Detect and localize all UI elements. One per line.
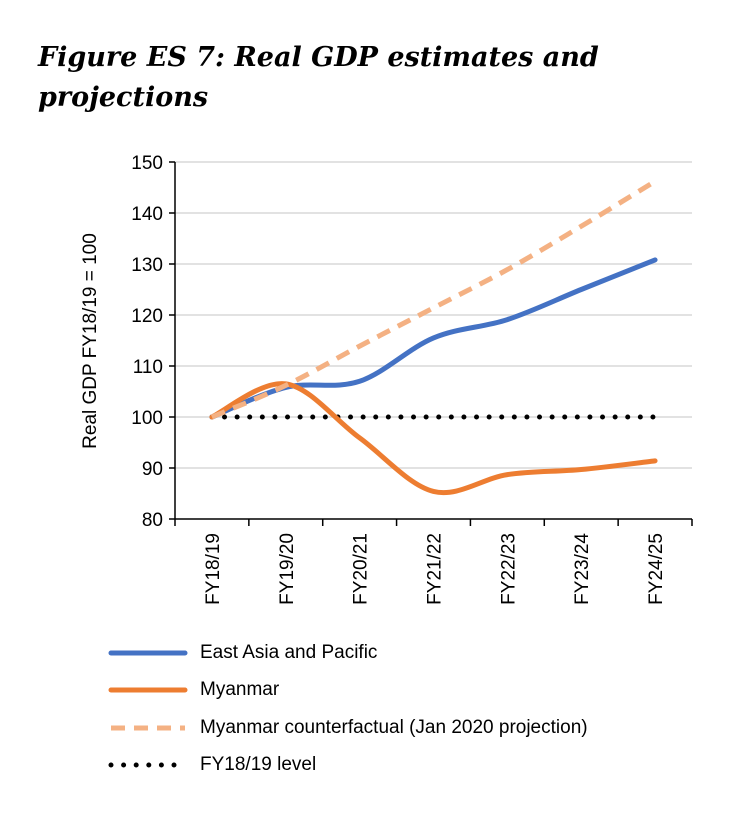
x-tick-label: FY21/22 xyxy=(425,533,446,605)
y-tick-label: 150 xyxy=(131,153,163,174)
y-tick-label: 80 xyxy=(142,510,163,531)
y-tick-label: 100 xyxy=(131,408,163,429)
series-line-1 xyxy=(209,381,658,496)
y-tick-label: 120 xyxy=(131,306,163,327)
x-tick-label: FY24/25 xyxy=(646,533,667,605)
legend-swatch xyxy=(111,725,185,731)
y-tick-label: 140 xyxy=(131,204,163,225)
legend-item: Myanmar xyxy=(108,672,588,710)
legend-item: FY18/19 level xyxy=(108,747,588,785)
y-tick-label: 130 xyxy=(131,255,163,276)
legend-swatch xyxy=(108,650,188,656)
x-tick-label: FY23/24 xyxy=(572,533,593,605)
x-tick-label: FY18/19 xyxy=(203,533,224,605)
legend-label: FY18/19 level xyxy=(200,754,317,776)
legend-label: East Asia and Pacific xyxy=(200,641,378,663)
legend-swatch xyxy=(108,762,188,768)
x-tick-label: FY22/23 xyxy=(498,533,519,605)
chart-title: Figure ES 7: Real GDP estimates and proj… xyxy=(38,42,599,113)
y-tick-label: 110 xyxy=(133,357,163,378)
x-tick-label: FY20/21 xyxy=(351,533,372,605)
y-tick-label: 90 xyxy=(142,459,163,480)
y-axis-label: Real GDP FY18/19 = 100 xyxy=(80,233,101,449)
legend: East Asia and Pacific Myanmar Myanmar coun… xyxy=(108,634,588,784)
legend-label: Myanmar counterfactual (Jan 2020 project… xyxy=(200,716,588,738)
legend-item: Myanmar counterfactual (Jan 2020 project… xyxy=(108,709,588,747)
legend-swatch xyxy=(108,687,188,693)
series-line-2 xyxy=(210,179,657,420)
legend-item: East Asia and Pacific xyxy=(108,634,588,672)
x-tick-label: FY19/20 xyxy=(277,533,298,605)
legend-label: Myanmar xyxy=(200,679,280,701)
series-line-0 xyxy=(209,257,658,420)
